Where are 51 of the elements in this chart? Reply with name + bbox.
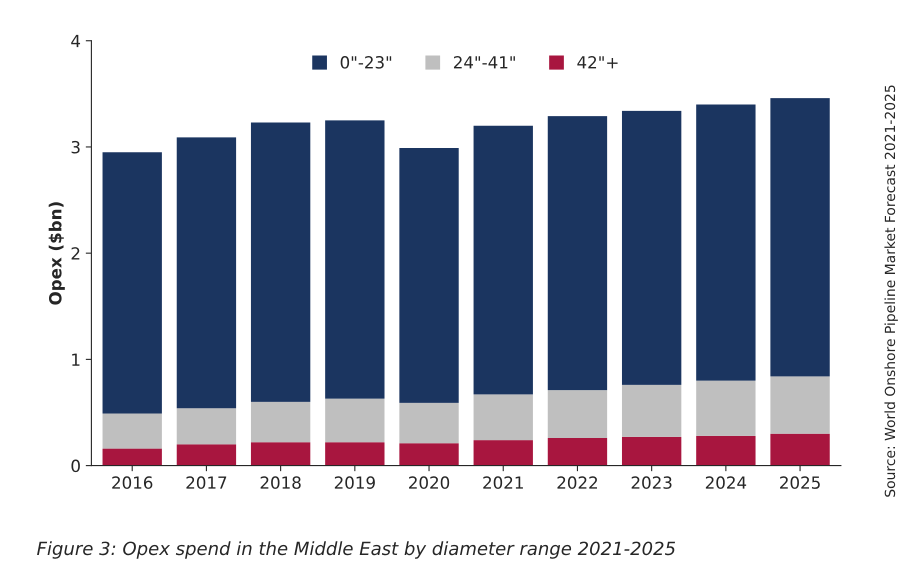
y-tick-label: 2 bbox=[72, 247, 80, 260]
bar bbox=[696, 380, 756, 436]
bar bbox=[474, 126, 533, 394]
bar bbox=[770, 376, 830, 434]
bar bbox=[399, 402, 459, 444]
y-tick-label: 1 bbox=[72, 354, 80, 366]
bar bbox=[176, 444, 236, 466]
x-tick-label: 2025 bbox=[780, 476, 820, 489]
x-tick-label: 2018 bbox=[260, 476, 301, 489]
y-tick-label: 4 bbox=[71, 34, 80, 48]
bar bbox=[696, 104, 756, 381]
x-tick-label: 2024 bbox=[706, 476, 746, 489]
y-tick-label: 0 bbox=[71, 460, 80, 472]
bar bbox=[399, 443, 459, 466]
x-tick-label: 2021 bbox=[483, 476, 523, 489]
x-tick-label: 2022 bbox=[557, 476, 597, 489]
legend-label: 42"+ bbox=[577, 56, 618, 68]
bar bbox=[325, 398, 385, 442]
bar bbox=[325, 120, 385, 399]
bar bbox=[102, 152, 162, 414]
bar bbox=[474, 394, 533, 440]
bar bbox=[548, 390, 608, 438]
bar bbox=[770, 98, 830, 376]
y-tick-label: 3 bbox=[72, 140, 80, 154]
bar bbox=[250, 402, 310, 442]
bar bbox=[622, 384, 682, 437]
bar bbox=[548, 438, 608, 466]
source-note: Source: World Onshore Pipeline Market Forecast 2021-2025 bbox=[884, 86, 898, 497]
bar bbox=[176, 137, 236, 408]
legend-label: 0"-23" bbox=[340, 56, 392, 69]
bar bbox=[770, 434, 830, 466]
x-tick-label: 2019 bbox=[334, 476, 375, 489]
y-axis-title: Opex ($bn) bbox=[48, 202, 65, 305]
legend-label: 24"-41" bbox=[454, 56, 515, 68]
bar bbox=[622, 436, 682, 466]
bar bbox=[474, 440, 533, 466]
bar bbox=[399, 148, 459, 403]
bar bbox=[102, 414, 162, 449]
bar bbox=[250, 122, 310, 402]
bar bbox=[102, 448, 162, 466]
bar bbox=[622, 110, 682, 385]
x-tick-label: 2020 bbox=[409, 476, 450, 489]
bar bbox=[325, 442, 385, 466]
bar bbox=[176, 408, 236, 444]
bar bbox=[696, 436, 756, 466]
x-tick-label: 2017 bbox=[186, 476, 226, 489]
bar bbox=[548, 116, 608, 390]
x-tick-label: 2016 bbox=[112, 476, 152, 489]
bar bbox=[250, 442, 310, 466]
text: Figure 3: Opex spend in the Middle East by diameter range 2021-2025 bbox=[37, 541, 676, 559]
x-tick-label: 2023 bbox=[632, 476, 672, 489]
